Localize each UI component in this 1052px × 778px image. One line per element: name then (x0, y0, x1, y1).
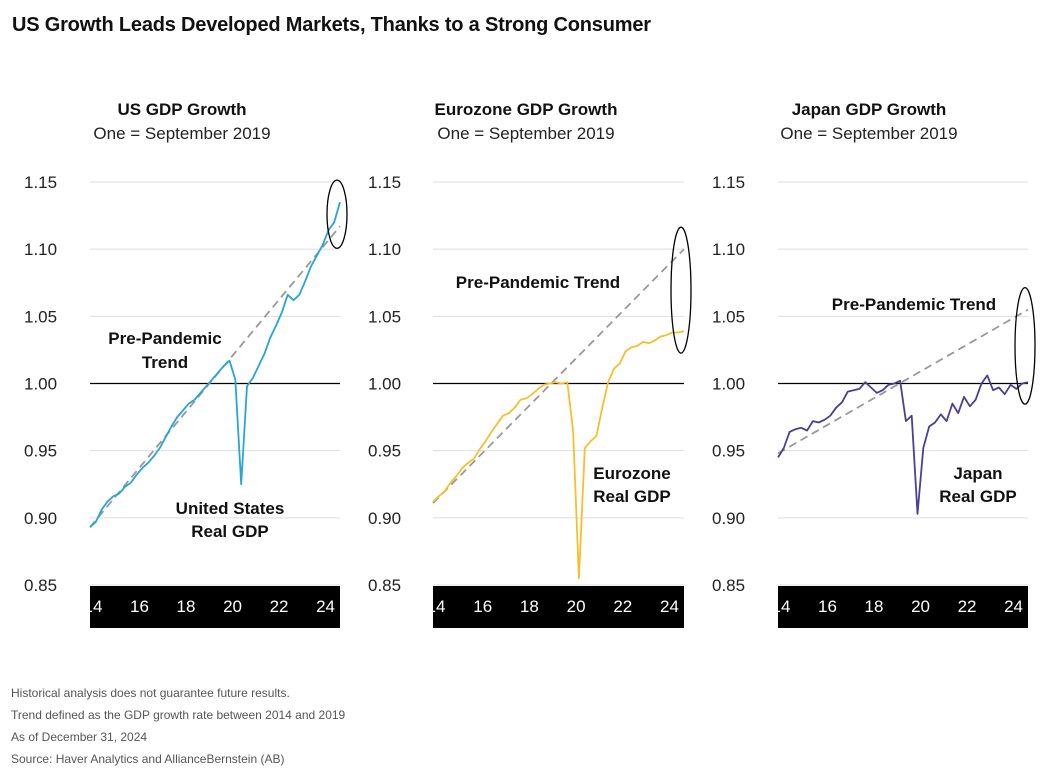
chart-2-y-tick-label: 1.05 (368, 307, 401, 326)
chart-1-series-label: United States (176, 499, 285, 518)
chart-1-y-tick-label: 1.15 (24, 173, 57, 192)
chart-3-y-tick-label: 0.90 (712, 509, 745, 528)
chart-1-y-tick-label: 0.90 (24, 509, 57, 528)
chart-2-x-tick-label: 16 (473, 597, 492, 616)
chart-1-x-tick-label: 16 (130, 597, 149, 616)
chart-3-y-tick-label: 1.00 (712, 375, 745, 394)
chart-2-trend-line (432, 248, 685, 504)
chart-3-gdp-line (777, 374, 1029, 515)
chart-1-y-tick-label: 1.05 (24, 307, 57, 326)
chart-1-series-label: Real GDP (191, 522, 268, 541)
chart-2-y-tick-label: 1.15 (368, 173, 401, 192)
chart-1-x-tick-label: 20 (223, 597, 242, 616)
chart-2-series-label: Eurozone (593, 464, 670, 483)
chart-1-x-axis-band (90, 586, 340, 628)
chart-1-x-tick-label: 14 (84, 597, 103, 616)
page-title: US Growth Leads Developed Markets, Thank… (12, 14, 651, 36)
footnotes: Historical analysis does not guarantee f… (11, 682, 345, 770)
chart-1-y-tick-label: 0.95 (24, 442, 57, 461)
chart-1-title: US GDP Growth (117, 100, 246, 119)
chart-1-x-tick-label: 22 (270, 597, 289, 616)
chart-1-highlight-ellipse (326, 179, 348, 249)
chart-2-x-tick-label: 20 (567, 597, 586, 616)
chart-2-series-label: Real GDP (593, 487, 670, 506)
chart-2-y-tick-label: 0.85 (368, 576, 401, 595)
chart-3-trend-line (777, 308, 1029, 455)
chart-3-x-tick-label: 24 (1004, 597, 1023, 616)
chart-3-x-tick-label: 20 (911, 597, 930, 616)
chart-1-x-tick-label: 24 (316, 597, 335, 616)
chart-2-y-tick-label: 1.00 (368, 375, 401, 394)
footnote-trend-definition: Trend defined as the GDP growth rate bet… (11, 708, 346, 722)
chart-3-y-tick-label: 0.85 (712, 576, 745, 595)
chart-2-x-tick-label: 18 (520, 597, 539, 616)
chart-2-y-tick-label: 0.95 (368, 442, 401, 461)
chart-3-trend-label: Pre-Pandemic Trend (832, 295, 996, 314)
chart-3-y-tick-label: 0.95 (712, 442, 745, 461)
chart-3-series-label: Real GDP (939, 487, 1016, 506)
chart-1-trend-label: Trend (142, 353, 188, 372)
chart-2-gdp-line (432, 330, 685, 580)
chart-2-y-tick-label: 0.90 (368, 509, 401, 528)
chart-3-y-tick-label: 1.15 (712, 173, 745, 192)
chart-1-x-tick-label: 18 (177, 597, 196, 616)
chart-area: US GDP Growth One = September 2019 0.85 0.9… (24, 100, 1036, 628)
chart-1-y-tick-label: 0.85 (24, 576, 57, 595)
chart-2-x-tick-label: 14 (427, 597, 446, 616)
chart-3-x-tick-label: 16 (818, 597, 837, 616)
chart-1-gdp-line (89, 201, 341, 528)
chart-3-x-tick-label: 18 (865, 597, 884, 616)
chart-2-x-tick-label: 24 (660, 597, 679, 616)
chart-2-highlight-ellipse (670, 226, 692, 354)
footnote-disclaimer: Historical analysis does not guarantee f… (11, 686, 290, 700)
chart-2-trend-label: Pre-Pandemic Trend (456, 273, 620, 292)
chart-1-trend-label: Pre-Pandemic (108, 329, 221, 348)
chart-3-y-tick-label: 1.05 (712, 307, 745, 326)
footnote-source: Source: Haver Analytics and AllianceBern… (11, 752, 285, 766)
chart-3-x-axis-band (778, 586, 1028, 628)
chart-2-x-axis-band (433, 586, 684, 628)
chart-1-subtitle: One = September 2019 (93, 124, 270, 143)
chart-3-x-tick-label: 22 (958, 597, 977, 616)
chart-1-y-tick-label: 1.00 (24, 375, 57, 394)
footnote-as-of-date: As of December 31, 2024 (11, 730, 148, 744)
chart-3-y-tick-label: 1.10 (712, 240, 745, 259)
chart-2-title: Eurozone GDP Growth (435, 100, 618, 119)
chart-3-title: Japan GDP Growth (792, 100, 947, 119)
chart-3-highlight-ellipse (1014, 286, 1036, 405)
chart-3-subtitle: One = September 2019 (780, 124, 957, 143)
chart-3-x-tick-label: 14 (772, 597, 791, 616)
chart-3-series-label: Japan (953, 464, 1002, 483)
chart-2-subtitle: One = September 2019 (437, 124, 614, 143)
chart-2-y-tick-label: 1.10 (368, 240, 401, 259)
chart-2-x-tick-label: 22 (613, 597, 632, 616)
chart-1-y-tick-label: 1.10 (24, 240, 57, 259)
